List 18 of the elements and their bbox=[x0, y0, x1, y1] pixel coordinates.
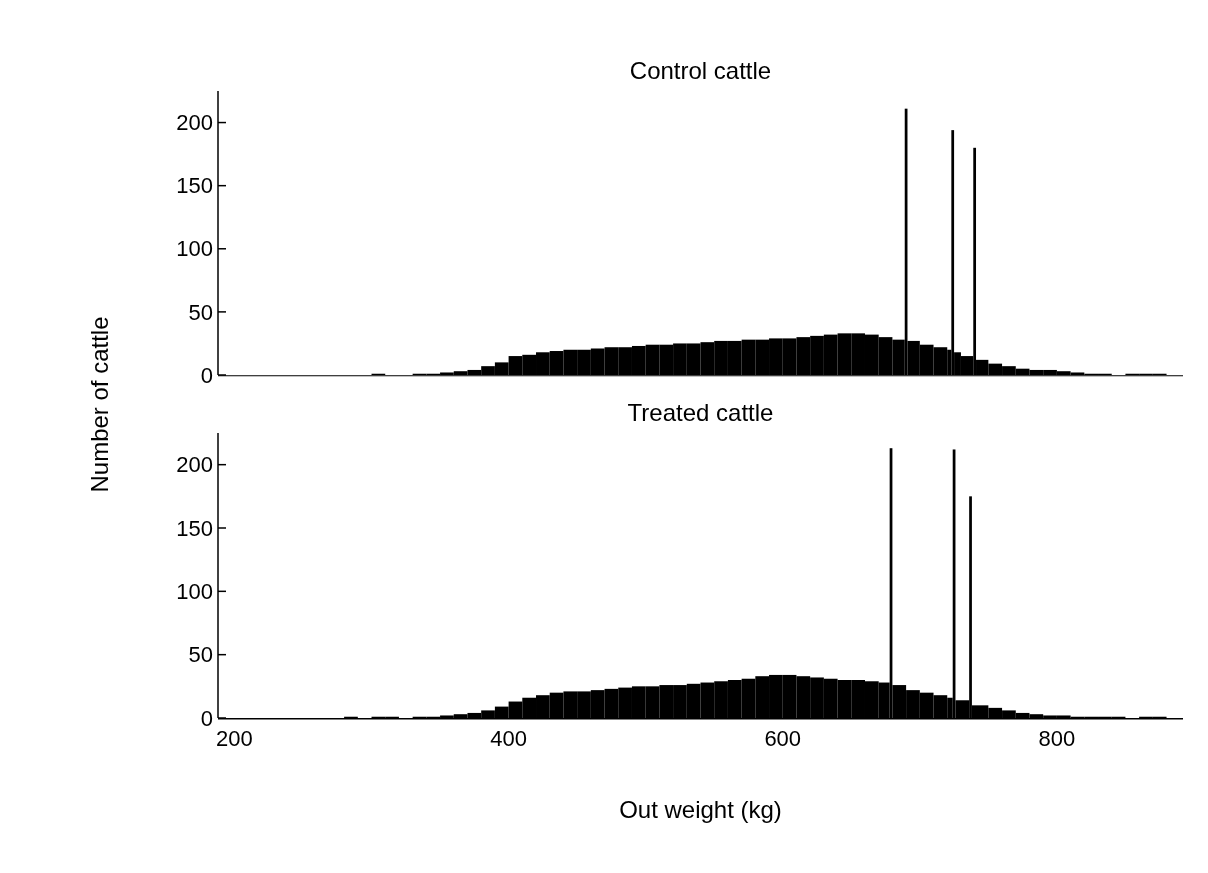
y-tick-label: 0 bbox=[200, 705, 213, 731]
y-tick-label: 200 bbox=[176, 110, 213, 136]
y-tick-label: 200 bbox=[176, 452, 213, 478]
y-tick-label: 50 bbox=[188, 299, 213, 325]
chart-title: Treated cattle bbox=[627, 399, 774, 426]
x-tick-label: 800 bbox=[1038, 726, 1076, 751]
x-axis-title: Out weight (kg) bbox=[619, 796, 782, 823]
y-tick-label: 100 bbox=[176, 236, 213, 262]
y-tick-label: 0 bbox=[200, 362, 213, 388]
y-tick-label: 100 bbox=[176, 579, 213, 605]
y-tick-label: 50 bbox=[188, 642, 213, 668]
y-axis-title: Number of cattle bbox=[86, 316, 113, 493]
y-tick-label: 150 bbox=[176, 515, 213, 541]
x-tick-label: 400 bbox=[490, 726, 527, 751]
x-tick-label: 600 bbox=[764, 726, 802, 751]
chart-title: Control cattle bbox=[629, 57, 772, 84]
x-tick-label: 200 bbox=[216, 726, 253, 751]
y-tick-label: 150 bbox=[176, 173, 213, 199]
